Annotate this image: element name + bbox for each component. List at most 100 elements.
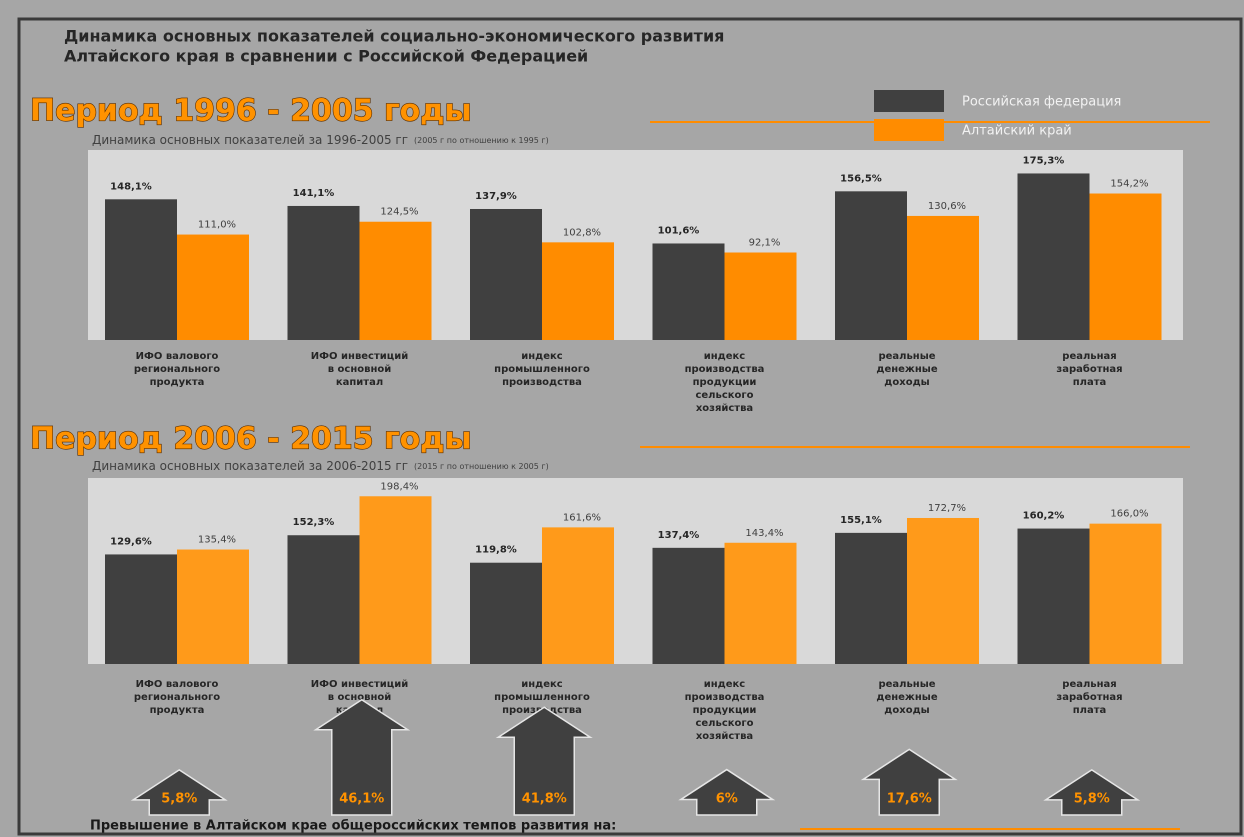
value-label: 161,6% <box>563 512 601 523</box>
chart-subtitle: (2015 г по отношению к 2005 г) <box>414 462 549 471</box>
bar <box>287 535 360 664</box>
category-label: в основной <box>328 364 392 375</box>
bar <box>907 215 979 340</box>
category-label: ИФО инвестиций <box>311 679 408 690</box>
bar <box>835 532 907 664</box>
bar <box>542 527 614 664</box>
value-label: 129,6% <box>110 536 152 547</box>
chart-subtitle: (2005 г по отношению к 1995 г) <box>414 136 549 145</box>
category-label: денежные <box>876 692 937 703</box>
arrow-label: 17,6% <box>887 792 932 807</box>
arrow <box>860 748 958 816</box>
category-label: плата <box>1073 705 1107 716</box>
footer-text: Превышение в Алтайском крае общероссийск… <box>90 819 616 834</box>
category-label: индекс <box>521 679 563 690</box>
category-label: доходы <box>884 377 929 388</box>
category-label: реальные <box>878 679 935 690</box>
bar <box>1089 523 1162 664</box>
category-label: заработная <box>1056 691 1122 703</box>
category-label: промышленного <box>494 364 590 375</box>
category-label: ИФО валового <box>136 679 219 690</box>
category-label: ИФО инвестиций <box>311 351 408 362</box>
bar <box>652 547 725 664</box>
arrow-label: 5,8% <box>161 792 197 807</box>
value-label: 102,8% <box>563 227 601 238</box>
value-label: 137,9% <box>475 191 517 202</box>
category-label: реальная <box>1062 351 1116 362</box>
legend-swatch <box>874 90 944 112</box>
value-label: 130,6% <box>928 201 966 212</box>
category-label: продукта <box>150 377 205 388</box>
value-label: 143,4% <box>745 528 783 539</box>
category-label: хозяйства <box>696 731 753 742</box>
category-label: продукта <box>150 705 205 716</box>
value-label: 92,1% <box>749 238 781 249</box>
value-label: 148,1% <box>110 181 152 192</box>
value-label: 166,0% <box>1110 509 1148 520</box>
value-label: 175,3% <box>1023 155 1065 166</box>
bar <box>724 542 797 664</box>
category-label: регионального <box>134 692 220 703</box>
category-label: сельского <box>695 390 753 401</box>
bar <box>1089 193 1162 340</box>
category-label: производства <box>685 692 765 703</box>
bar <box>724 252 797 340</box>
category-label: продукции <box>693 377 757 388</box>
arrow <box>1043 769 1141 816</box>
category-label: индекс <box>521 351 563 362</box>
plot-area <box>88 150 1183 340</box>
category-label: ИФО валового <box>136 351 219 362</box>
category-label: продукции <box>693 705 757 716</box>
value-label: 101,6% <box>658 225 700 236</box>
bar <box>1017 528 1090 664</box>
legend-label: Российская федерация <box>962 95 1121 110</box>
arrow <box>678 768 776 816</box>
chart-title: Динамика основных показателей за 1996-20… <box>92 133 549 147</box>
category-label: промышленного <box>494 692 590 703</box>
value-label: 172,7% <box>928 503 966 514</box>
category-label: регионального <box>134 364 220 375</box>
chart-title: Динамика основных показателей за 2006-20… <box>92 459 549 473</box>
category-label: в основной <box>328 692 392 703</box>
arrow <box>313 698 411 816</box>
legend-label: Алтайский край <box>962 124 1072 139</box>
bar <box>105 199 177 340</box>
bar <box>652 243 725 340</box>
category-label: денежные <box>876 364 937 375</box>
category-label: хозяйства <box>696 403 753 414</box>
value-label: 141,1% <box>293 188 335 199</box>
bar <box>177 234 249 340</box>
bar <box>359 496 432 664</box>
bar <box>542 242 614 340</box>
arrow-label: 46,1% <box>339 792 384 807</box>
section-heading: Период 1996 - 2005 годы <box>30 94 472 129</box>
bar <box>105 554 177 664</box>
arrow-label: 5,8% <box>1074 792 1110 807</box>
chart-title-text: Динамика основных показателей за 1996-20… <box>92 133 408 147</box>
legend-swatch <box>874 119 944 141</box>
value-label: 160,2% <box>1023 511 1065 522</box>
value-label: 119,8% <box>475 545 517 556</box>
title-line: Алтайского края в сравнении с Российской… <box>64 47 588 66</box>
category-label: индекс <box>704 679 746 690</box>
category-label: производства <box>502 377 582 388</box>
category-label: доходы <box>884 705 929 716</box>
bar <box>287 205 360 340</box>
value-label: 154,2% <box>1110 179 1148 190</box>
value-label: 137,4% <box>658 530 700 541</box>
bar <box>470 562 542 664</box>
category-label: сельского <box>695 718 753 729</box>
value-label: 111,0% <box>198 220 236 231</box>
category-label: производства <box>685 364 765 375</box>
arrow-label: 6% <box>716 792 738 807</box>
arrow <box>130 769 228 816</box>
title-line: Динамика основных показателей социально-… <box>64 27 724 46</box>
category-label: заработная <box>1056 363 1122 375</box>
category-label: индекс <box>704 351 746 362</box>
category-label: капитал <box>336 377 383 388</box>
value-label: 152,3% <box>293 517 335 528</box>
value-label: 156,5% <box>840 173 882 184</box>
arrow-label: 41,8% <box>522 792 567 807</box>
bar <box>177 549 249 664</box>
